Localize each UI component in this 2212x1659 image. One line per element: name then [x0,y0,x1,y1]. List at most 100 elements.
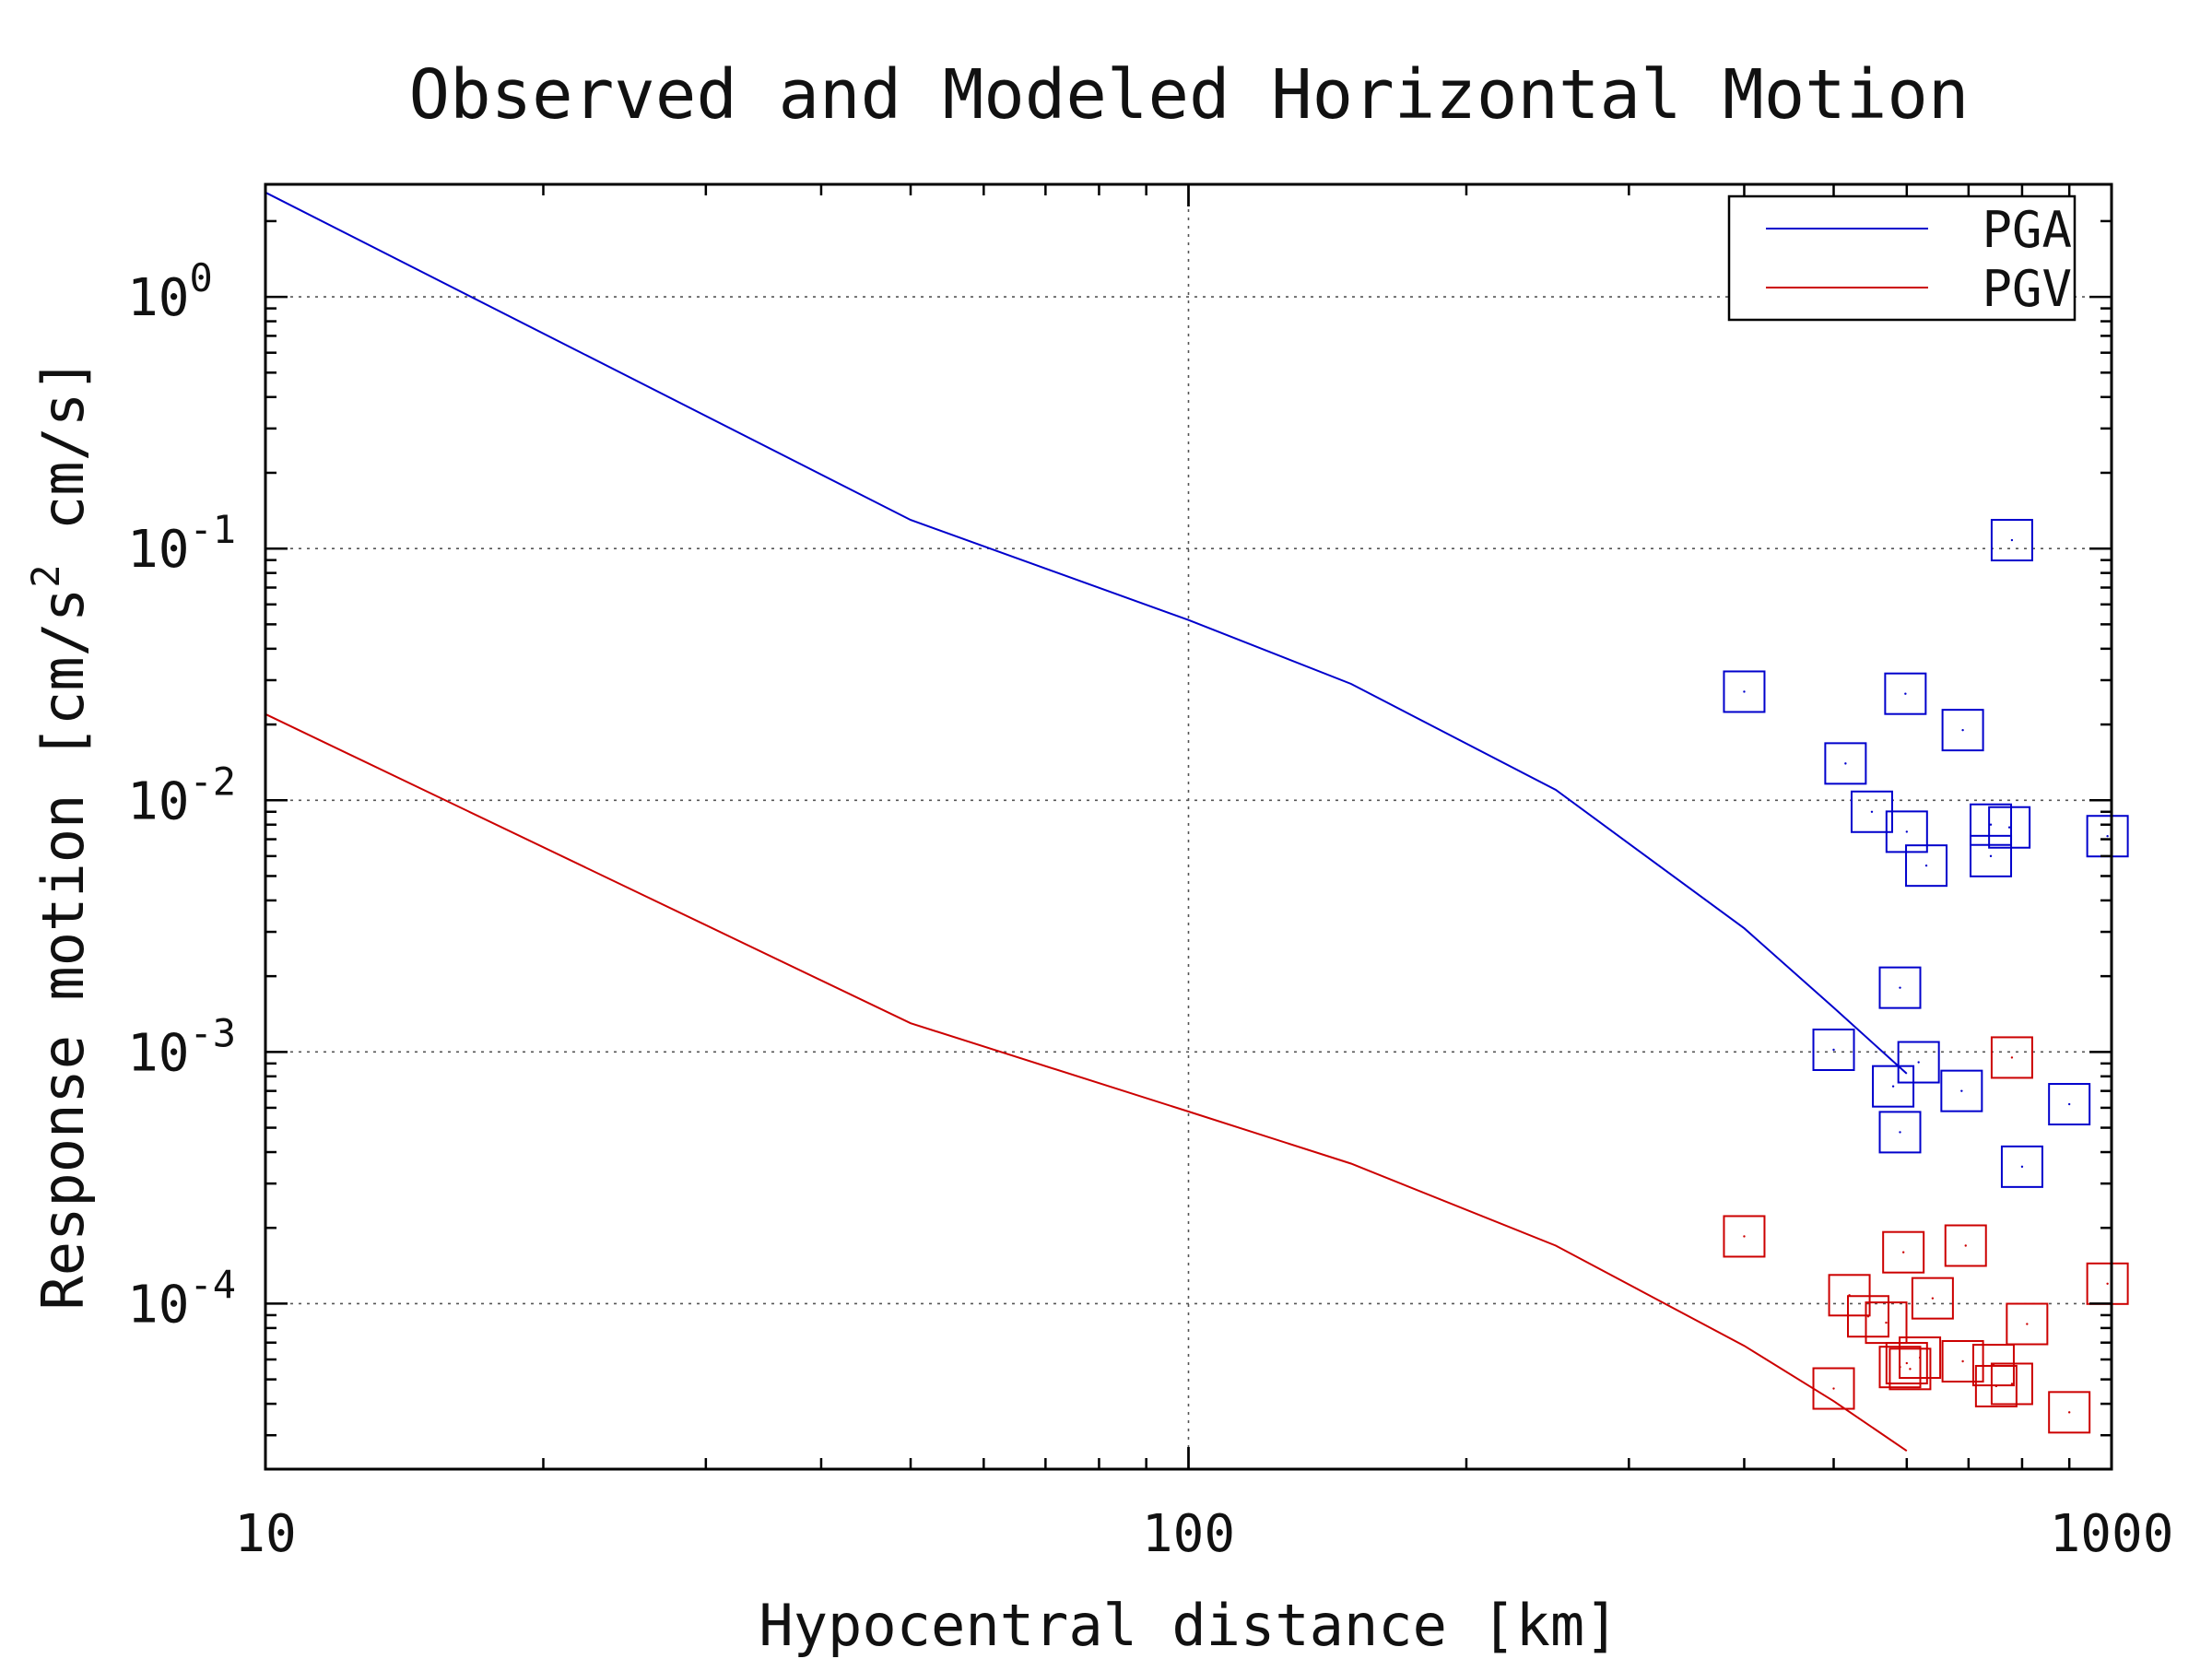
data-point-pgv [1888,1347,1932,1391]
data-point-pga [1990,519,2033,562]
data-point-pgv [1944,1224,1987,1267]
x-tick-label: 10 [234,1504,296,1564]
data-point-pga [1988,806,2031,849]
series-line-pga [265,191,1908,1075]
data-point-pga [1970,834,2013,877]
data-point-center-pgv [1885,1321,1888,1324]
legend: PGA PGV [1727,194,2077,322]
data-point-center-pga [1989,854,1993,858]
data-point-pgv [1812,1367,1855,1410]
y-tick-label-base: 10 [127,1023,189,1083]
series-line-pgv [265,712,1908,1453]
y-tick-label-exponent: 0 [189,255,212,300]
data-point-pga [1897,1041,1940,1084]
x-tick-label: 100 [1142,1504,1235,1564]
data-point-center-pga [2067,1102,2071,1106]
data-point-center-pgv [1905,1361,1909,1365]
data-point-center-pgv [1918,1356,1922,1359]
data-point-pgv [2048,1391,2091,1434]
y-axis-label-exponent: 2 [23,564,68,587]
grid-lines [265,184,2112,1469]
x-axis-label: Hypocentral distance [km] [759,1592,1618,1659]
data-point-center-pga [2106,835,2109,838]
y-axis-label: Response motion [cm/s2 cm/s] [23,358,97,1310]
data-point-pgv [1885,1342,1928,1385]
series-layer [265,191,2129,1453]
data-point-center-pga [1870,810,1874,813]
legend-label-pgv: PGV [1982,260,2072,318]
data-point-pgv [1847,1295,1890,1338]
tick-layer [264,184,2113,1469]
data-point-center-pga [2020,1165,2024,1169]
data-point-pgv [1911,1277,1954,1320]
data-point-pgv [1990,1036,2033,1079]
data-point-center-pgv [1743,1235,1746,1238]
legend-label-pga: PGA [1982,201,2072,259]
data-point-center-pga [1743,690,1746,693]
y-tick-label: 100 [127,255,213,328]
y-tick-label: 10-2 [127,759,236,831]
data-point-center-pga [1904,692,1907,695]
y-axis-label-main: Response motion [cm/s [29,588,97,1311]
data-point-pga [1878,966,1922,1009]
data-point-pga [2000,1145,2043,1188]
data-point-pga [1940,1069,1983,1112]
y-tick-label-base: 10 [127,771,189,831]
data-point-pga [1884,672,1927,715]
data-point-pga [1941,709,1984,752]
data-point-center-pgv [2010,1056,2014,1059]
y-tick-label-exponent: -2 [189,759,236,804]
data-point-pgv [1899,1336,1942,1380]
y-tick-label: 10-4 [127,1262,236,1335]
y-tick-label: 10-3 [127,1010,236,1083]
data-point-center-pgv [1866,1315,1870,1318]
legend-box [1727,194,2077,322]
data-point-center-pga [2007,826,2011,829]
y-tick-label-base: 10 [127,1275,189,1335]
x-tick-label: 1000 [2050,1504,2174,1564]
data-point-center-pga [1899,1131,1901,1134]
chart-title: Observed and Modeled Horizontal Motion [409,55,1970,135]
data-point-pga [1723,670,1766,713]
data-point-pgv [1723,1215,1766,1258]
y-tick-label-base: 10 [127,268,189,328]
data-point-pga [1905,844,1948,888]
y-axis-label-rest: cm/s] [29,358,97,564]
data-point-center-pgv [2067,1411,2071,1414]
data-point-pga [1824,742,1867,785]
data-point-pgv [1941,1340,1984,1383]
data-point-center-pga [1961,728,1964,732]
data-point-center-pga [1924,864,1928,867]
data-point-pgv [1974,1364,2018,1407]
data-point-center-pgv [1931,1297,1935,1300]
data-point-pga [1812,1029,1855,1072]
data-point-center-pga [1899,986,1901,989]
data-point-center-pgv [1909,1368,1912,1371]
data-point-center-pga [1891,1085,1895,1088]
data-point-pga [1872,1065,1915,1108]
data-point-pgv [1990,1362,2033,1406]
y-tick-label-base: 10 [127,520,189,580]
y-tick-label-exponent: -3 [189,1010,236,1055]
data-point-pgv [1882,1230,1925,1274]
y-tick-label-exponent: -4 [189,1262,236,1307]
data-point-pgv [2006,1302,2049,1346]
data-point-center-pga [1832,1048,1835,1052]
data-point-center-pgv [2026,1323,2029,1325]
data-point-center-pgv [2106,1282,2109,1286]
y-tick-label-exponent: -1 [189,507,236,552]
data-point-center-pga [2010,538,2014,542]
data-point-pga [1878,1111,1922,1154]
data-point-center-pgv [1994,1384,1998,1388]
data-point-pga [1970,803,2013,846]
data-point-center-pga [1989,823,1993,826]
data-point-center-pgv [1961,1359,1964,1363]
data-point-center-pgv [1964,1244,1967,1247]
data-point-center-pga [1905,830,1909,833]
data-point-center-pga [1844,762,1847,765]
data-point-center-pga [1917,1061,1920,1064]
data-point-pga [2048,1083,2091,1126]
data-point-center-pgv [1901,1251,1905,1253]
data-point-center-pga [1960,1089,1963,1092]
